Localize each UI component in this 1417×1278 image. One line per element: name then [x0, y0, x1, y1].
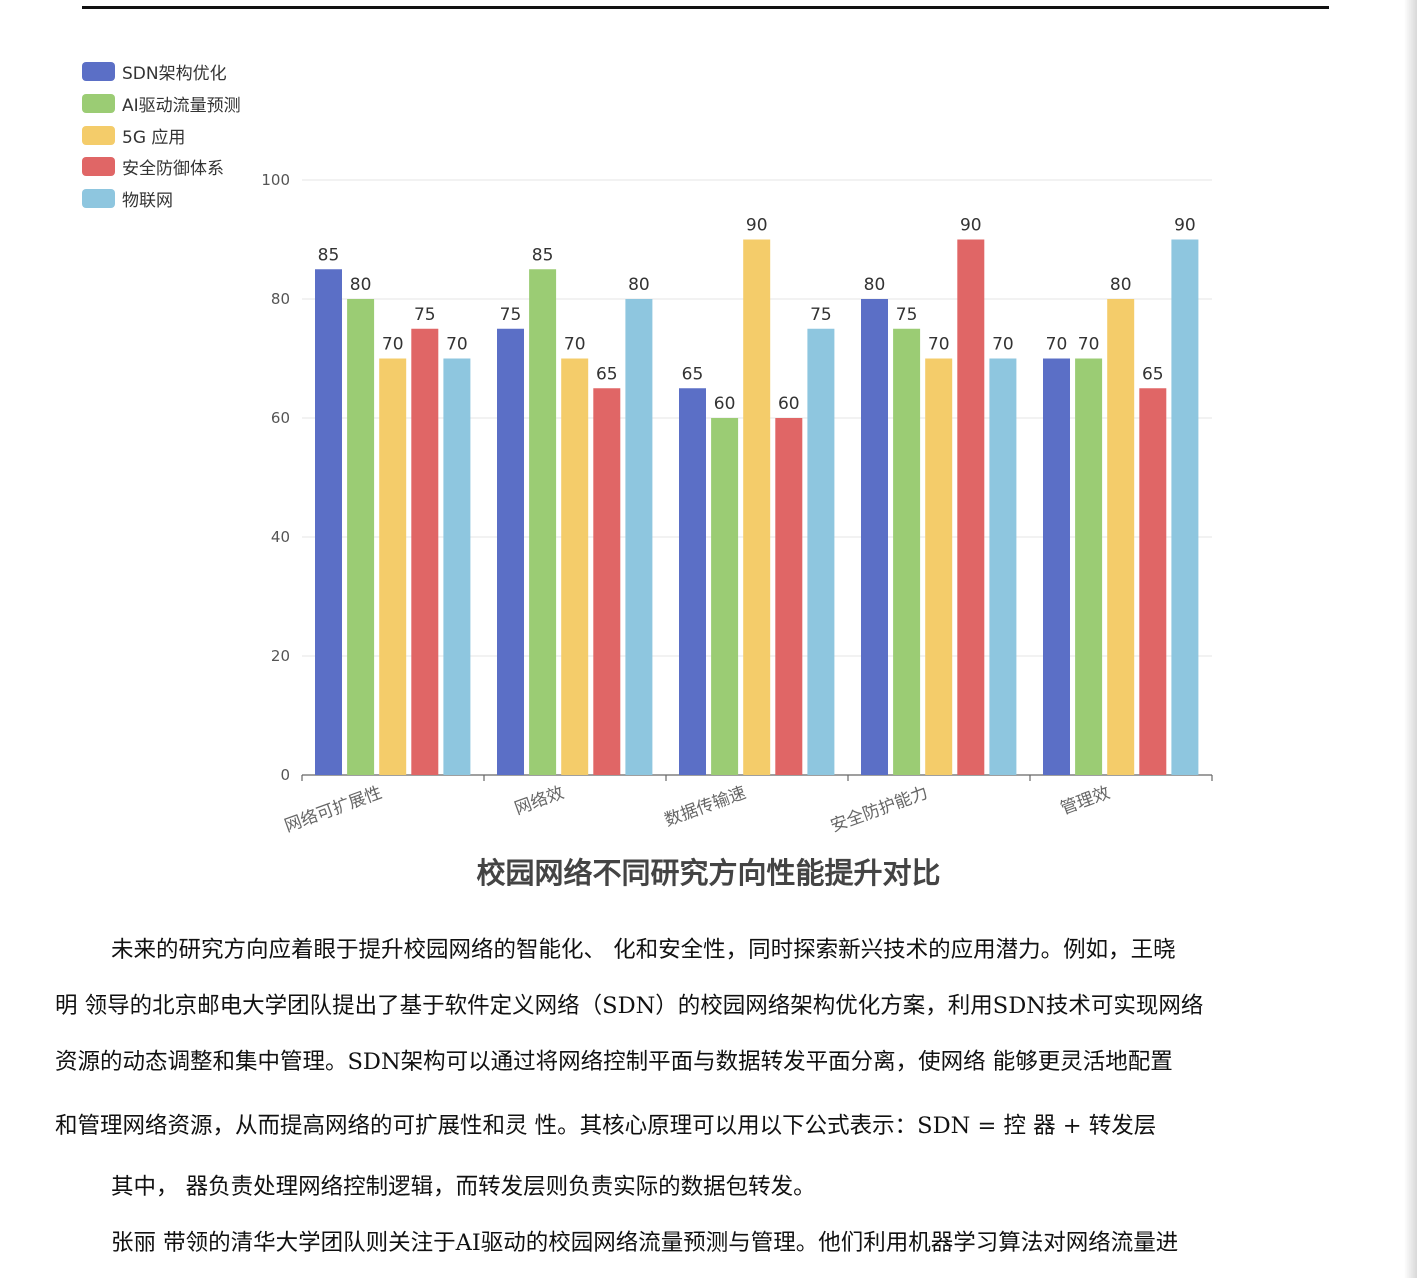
legend-swatch [82, 157, 115, 177]
legend-item[interactable]: AI驱动流量预测 [82, 88, 241, 120]
chart-title: 校园网络不同研究方向性能提升对比 [476, 856, 941, 890]
bar-value-label: 85 [532, 245, 554, 265]
legend-label: AI驱动流量预测 [122, 96, 241, 117]
bar [711, 418, 739, 775]
bar-value-label: 90 [960, 216, 982, 236]
legend-item[interactable]: SDN架构优化 [82, 56, 241, 88]
legend-swatch [82, 125, 115, 145]
paragraph-line: 未来的研究方向应着眼于提升校园网络的智能化、 化和安全性，同时探索新兴技术的应用… [111, 937, 1176, 963]
bar [989, 358, 1017, 775]
y-tick-label: 20 [271, 647, 290, 665]
bar-value-label: 90 [746, 216, 768, 236]
bar [957, 239, 985, 775]
bar-value-label: 80 [864, 275, 886, 295]
bar-value-label: 65 [596, 364, 618, 384]
chart-legend: SDN架构优化 AI驱动流量预测 5G 应用 安全防御体系 物联网 [82, 56, 241, 214]
bar-value-label: 75 [500, 305, 522, 325]
y-tick-label: 0 [280, 766, 290, 784]
legend-swatch [82, 94, 115, 114]
x-tick-label: 安全防护能力 [828, 783, 931, 837]
bar [1139, 388, 1167, 775]
bar-chart: 0 20 40 60 80 100 85 80 70 75 70 网络可扩展性 75 85 70 65 80 网络… [261, 171, 1213, 837]
bar-value-label: 70 [446, 335, 468, 355]
bar [347, 299, 375, 775]
bar [861, 299, 888, 775]
bar [593, 388, 621, 775]
bar-value-label: 65 [682, 364, 704, 384]
bar-value-label: 80 [350, 275, 372, 295]
bar-value-label: 75 [810, 305, 832, 325]
x-tick-label: 网络效 [512, 783, 567, 819]
legend-label: 安全防御体系 [122, 159, 224, 180]
bar [411, 328, 439, 775]
bar-value-label: 65 [1142, 364, 1164, 384]
bar-value-label: 70 [928, 335, 950, 355]
paragraph-line: 张丽 带领的清华大学团队则关注于AI驱动的校园网络流量预测与管理。他们利用机器学… [111, 1230, 1179, 1256]
bar [775, 418, 803, 775]
bar-value-label: 90 [1174, 216, 1196, 236]
bar [315, 269, 342, 775]
bar-value-label: 70 [1078, 335, 1100, 355]
bar-value-label: 80 [628, 275, 650, 295]
y-tick-label: 60 [271, 409, 290, 427]
legend-item[interactable]: 物联网 [82, 183, 241, 215]
bar [379, 358, 407, 775]
paragraph-line: 其中， 器负责处理网络控制逻辑，而转发层则负责实际的数据包转发。 [111, 1174, 816, 1200]
bar-value-label: 80 [1110, 275, 1132, 295]
bar [625, 299, 653, 775]
y-tick-label: 100 [261, 171, 290, 189]
bar [807, 328, 835, 775]
legend-label: SDN架构优化 [122, 64, 227, 85]
bar [443, 358, 471, 775]
bar-value-label: 70 [382, 335, 404, 355]
paragraph-line: 资源的动态调整和集中管理。SDN架构可以通过将网络控制平面与数据转发平面分离，使… [55, 1049, 1173, 1075]
legend-label: 5G 应用 [122, 127, 186, 148]
x-tick-label: 数据传输速 [662, 783, 749, 831]
bar [497, 328, 524, 775]
bar-value-label: 85 [318, 245, 340, 265]
legend-label: 物联网 [122, 191, 173, 212]
bar [743, 239, 771, 775]
y-tick-label: 40 [271, 528, 290, 546]
bar-value-label: 70 [992, 335, 1014, 355]
x-tick-label: 网络可扩展性 [282, 783, 385, 837]
legend-item[interactable]: 安全防御体系 [82, 151, 241, 183]
paragraph-line: 和管理网络资源，从而提高网络的可扩展性和灵 性。其核心原理可以用以下公式表示：S… [55, 1113, 1157, 1139]
bar [1075, 358, 1103, 775]
bar [1043, 358, 1070, 775]
bar [1171, 239, 1199, 775]
bar-value-label: 70 [564, 335, 586, 355]
bar-value-label: 70 [1046, 335, 1068, 355]
bar-value-label: 60 [778, 394, 800, 414]
bar [561, 358, 589, 775]
legend-swatch [82, 62, 115, 82]
bar [679, 388, 706, 775]
bar [1107, 299, 1135, 775]
bar-value-label: 75 [414, 305, 436, 325]
legend-swatch [82, 189, 115, 209]
paragraph-line: 明 领导的北京邮电大学团队提出了基于软件定义网络（SDN）的校园网络架构优化方案… [55, 993, 1204, 1019]
page-edge-shadow [1404, 0, 1417, 1278]
bar-value-label: 75 [896, 305, 918, 325]
y-tick-label: 80 [271, 290, 290, 308]
bar [925, 358, 953, 775]
bar [529, 269, 557, 775]
top-rule [82, 6, 1329, 9]
x-tick-label: 管理效 [1058, 783, 1113, 819]
bar-value-label: 60 [714, 394, 736, 414]
bar [893, 328, 921, 775]
legend-item[interactable]: 5G 应用 [82, 119, 241, 151]
